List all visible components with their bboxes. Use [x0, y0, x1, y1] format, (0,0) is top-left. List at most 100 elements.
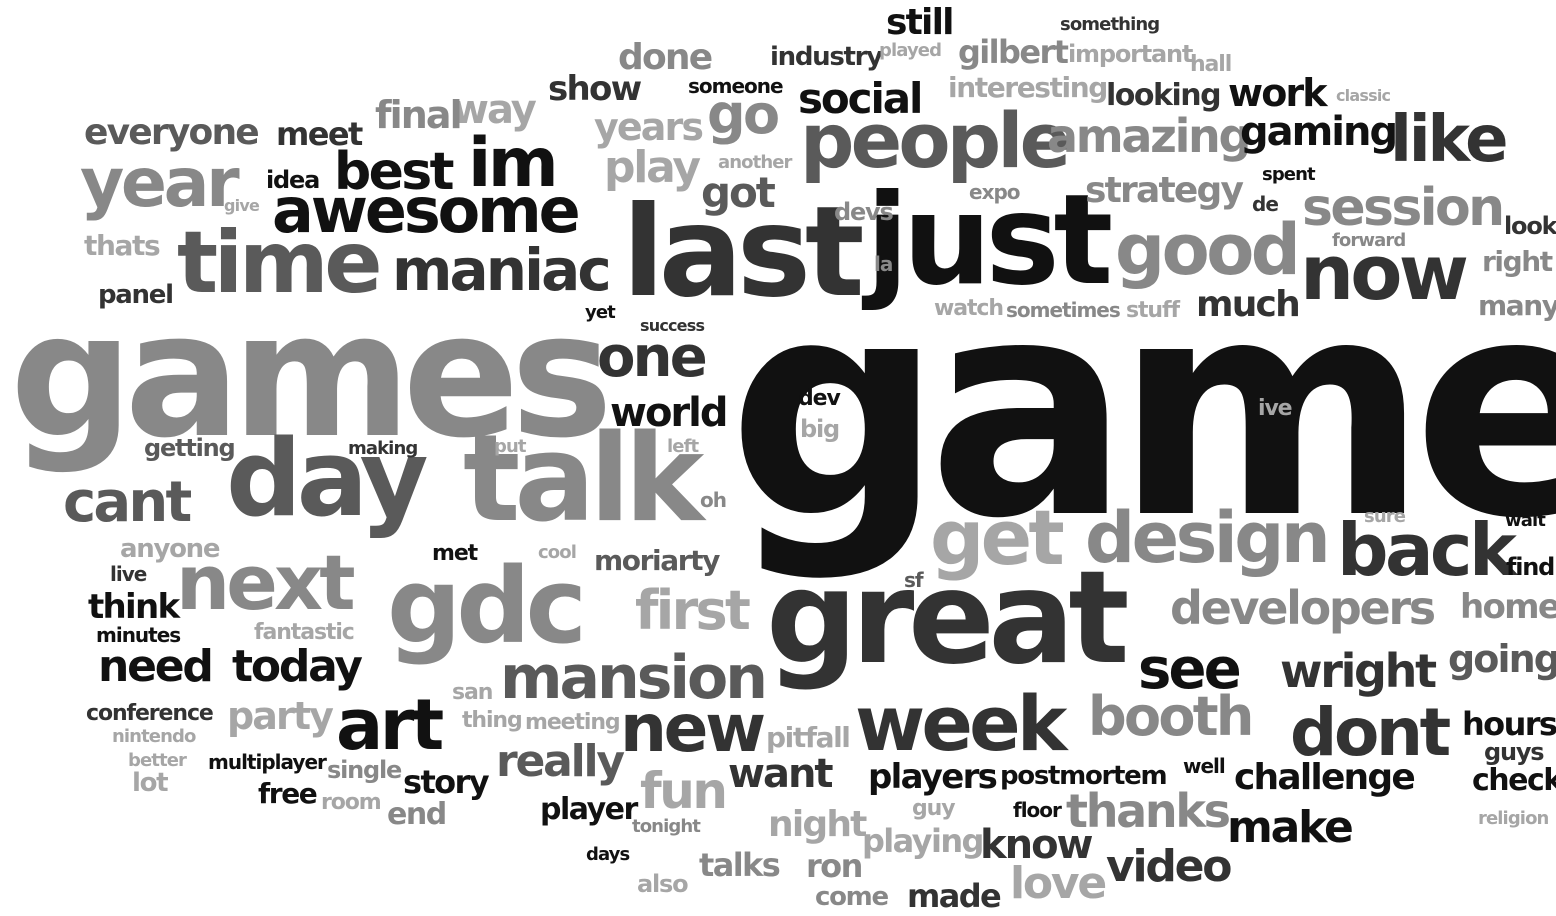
word-day: day	[226, 417, 429, 540]
word-new: new	[620, 690, 766, 767]
word-looking: looking	[1106, 78, 1222, 113]
word-another: another	[718, 152, 792, 173]
word-left: left	[667, 436, 699, 457]
word-single: single	[327, 756, 402, 784]
word-show: show	[548, 69, 642, 109]
word-find: find	[1506, 553, 1555, 581]
word-watch: watch	[934, 296, 1004, 321]
word-games: games	[10, 275, 613, 476]
word-players: players	[868, 757, 998, 797]
word-like: like	[1390, 103, 1509, 177]
word-years: years	[594, 105, 704, 149]
word-meet: meet	[276, 115, 363, 153]
word-amazing: amazing	[1047, 109, 1251, 163]
word-think: think	[88, 587, 180, 627]
word-yet: yet	[585, 302, 616, 323]
word-made: made	[907, 877, 1002, 915]
word-someone: someone	[688, 74, 784, 98]
word-still: still	[886, 2, 954, 43]
word-sure: sure	[1364, 506, 1406, 527]
word-back: back	[1337, 508, 1517, 592]
word-minutes: minutes	[96, 623, 181, 647]
word-moriarty: moriarty	[594, 544, 720, 577]
word-lot: lot	[132, 768, 169, 798]
word-sometimes: sometimes	[1006, 298, 1121, 322]
word-panel: panel	[98, 280, 174, 310]
word-talk: talk	[463, 410, 704, 549]
word-end: end	[387, 797, 447, 832]
word-thats: thats	[84, 229, 161, 262]
word-free: free	[258, 777, 318, 810]
word-making: making	[348, 438, 418, 459]
word-session: session	[1302, 178, 1505, 238]
word-guys: guys	[1484, 738, 1545, 766]
word-great: great	[766, 544, 1130, 693]
word-year: year	[80, 144, 240, 223]
word-really: really	[496, 736, 625, 787]
word-challenge: challenge	[1234, 757, 1416, 798]
word-room: room	[321, 790, 382, 815]
word-booth: booth	[1088, 685, 1254, 748]
word-everyone: everyone	[84, 112, 260, 153]
word-hours: hours	[1462, 705, 1556, 743]
word-make: make	[1227, 802, 1354, 853]
word-played: played	[879, 40, 942, 61]
word-days: days	[586, 844, 630, 865]
word-give: give	[224, 196, 260, 215]
word-dev: dev	[798, 386, 841, 411]
word-design: design	[1085, 497, 1331, 579]
word-live: live	[110, 562, 147, 586]
word-final: final	[375, 93, 463, 137]
word-devs: devs	[834, 198, 894, 226]
word-gaming: gaming	[1240, 109, 1398, 155]
word-home: home	[1460, 587, 1556, 627]
word-way: way	[452, 87, 537, 133]
word-go: go	[707, 83, 780, 146]
word-game: game	[728, 235, 1556, 584]
word-talks: talks	[699, 846, 781, 884]
word-done: done	[618, 37, 713, 78]
word-play: play	[604, 142, 701, 193]
word-thanks: thanks	[1066, 784, 1231, 838]
word-dont: dont	[1290, 694, 1451, 771]
word-stuff: stuff	[1126, 298, 1180, 323]
word-social: social	[798, 74, 923, 123]
word-world: world	[610, 390, 729, 436]
word-conference: conference	[86, 701, 214, 726]
word-success: success	[640, 316, 705, 335]
word-now: now	[1300, 228, 1469, 317]
word-ive: ive	[1258, 396, 1293, 421]
word-also: also	[637, 870, 689, 898]
word-best: best	[334, 142, 455, 202]
word-got: got	[701, 168, 776, 217]
word-san: san	[452, 680, 493, 705]
word-cant: cant	[63, 470, 192, 535]
word-want: want	[728, 751, 834, 797]
word-check: check	[1472, 763, 1556, 798]
word-religion: religion	[1478, 808, 1549, 829]
word-pitfall: pitfall	[766, 721, 851, 754]
word-get: get	[930, 493, 1065, 582]
word-fantastic: fantastic	[254, 620, 355, 645]
word-gdc: gdc	[387, 545, 587, 667]
word-player: player	[540, 792, 638, 827]
word-art: art	[336, 684, 444, 766]
word-better: better	[128, 750, 187, 771]
word-see: see	[1138, 637, 1242, 702]
word-meeting: meeting	[525, 710, 621, 735]
word-multiplayer: multiplayer	[208, 750, 327, 774]
word-floor: floor	[1013, 798, 1062, 822]
word-developers: developers	[1170, 581, 1436, 635]
word-come: come	[815, 882, 889, 912]
word-cool: cool	[538, 542, 577, 563]
word-spent: spent	[1262, 164, 1316, 185]
word-party: party	[227, 694, 334, 738]
word-tonight: tonight	[632, 816, 701, 837]
word-right: right	[1482, 245, 1553, 278]
word-many: many	[1478, 289, 1556, 322]
word-time: time	[177, 213, 383, 313]
word-wait: wait	[1505, 510, 1546, 531]
word-first: first	[635, 579, 751, 642]
word-video: video	[1106, 841, 1233, 892]
